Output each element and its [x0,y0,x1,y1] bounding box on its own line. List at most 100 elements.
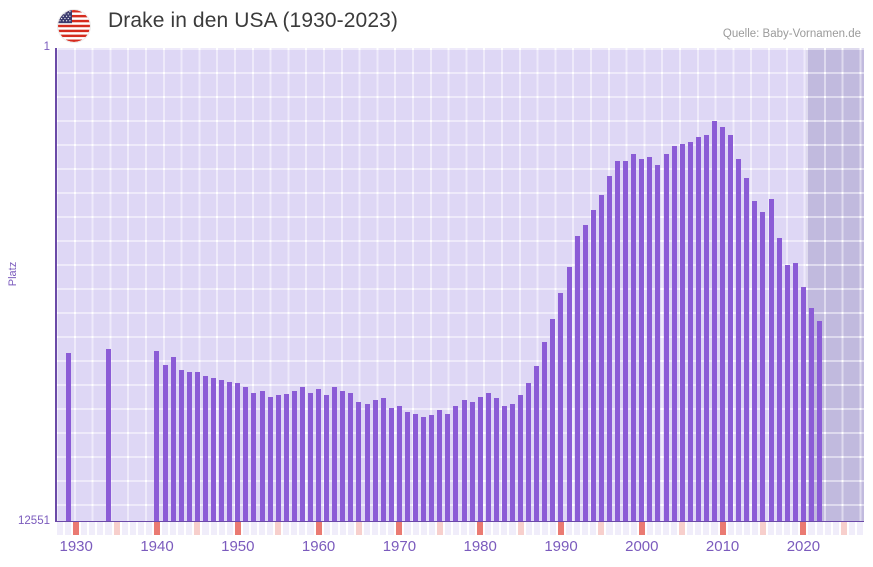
bar [526,383,532,521]
x-axis-tick-label: 1970 [382,538,417,555]
x-axis-tick-label: 1980 [463,538,497,555]
tick-cell [800,522,807,535]
tick-cell [654,522,661,535]
tick-cell [307,522,314,535]
tick-cell [824,522,831,535]
y-axis-line [55,48,57,521]
tick-cell [299,522,306,535]
tick-cell [404,522,411,535]
bar [251,392,257,521]
bar [598,194,604,521]
bar [534,366,540,521]
bar [736,159,742,521]
tick-cell [355,522,363,535]
bar [510,404,515,521]
bar [340,390,346,521]
bar [275,394,281,521]
tick-cell [234,522,241,535]
bar [493,398,499,521]
bar [784,264,790,521]
bar [800,287,806,521]
bar [623,161,629,521]
bar [606,176,612,521]
tick-cell [606,522,613,535]
bar [542,341,548,521]
tick-cell [598,522,605,535]
chart-header: Drake in den USA (1930-2023) Quelle: Bab… [0,0,873,46]
tick-cell [178,522,185,535]
bar [437,409,443,521]
tick-cell [768,522,775,535]
tick-cell [703,522,710,535]
bar [590,210,596,521]
tick-cell [735,522,742,535]
tick-cell [194,522,201,535]
tick-cell [638,522,645,535]
y-axis-tick-top: 1 [43,41,50,53]
tick-cell [509,522,516,535]
bar [679,144,685,521]
bar [647,157,653,521]
bar [267,396,273,521]
bar [445,413,451,521]
source-label: Quelle: Baby-Vornamen.de [722,28,861,40]
bar [404,411,410,521]
tick-cell [170,522,177,535]
tick-cell [808,522,815,535]
tick-cell [65,522,72,535]
tick-cell [267,522,274,535]
tick-cell [501,522,508,535]
tick-cell [250,522,257,535]
tick-cell [856,522,863,535]
bar [106,349,111,521]
bar [792,262,798,521]
tick-cell [275,522,282,535]
tick-cell [218,522,225,535]
tick-cell [89,522,96,535]
bar [283,393,289,521]
tick-cell [671,522,678,535]
bar [178,370,184,521]
tick-cell [105,522,112,535]
bar [299,387,305,521]
bar [808,308,814,521]
bar [388,407,394,521]
chart-grid-no-data-region [806,48,864,521]
bar [558,292,564,521]
bar [162,364,168,521]
bar [631,153,637,521]
tick-cell [347,522,354,535]
tick-cell [420,522,427,535]
tick-cell [145,522,152,535]
bar [695,136,701,521]
tick-cell [113,522,120,535]
bar [768,198,774,521]
bar [372,400,378,521]
x-axis-tick-label: 2020 [786,538,821,555]
tick-cell [848,522,855,535]
tick-cell [743,522,750,535]
tick-cell [784,522,791,535]
tick-cell [816,522,823,535]
tick-cell [129,522,136,535]
bar [194,372,200,521]
bar [663,153,669,521]
bar [348,392,354,521]
bar [421,417,427,521]
x-axis-tick-label: 2010 [705,538,740,555]
page-title: Drake in den USA (1930-2023) [108,9,398,32]
tick-cell [695,522,702,535]
bar [712,121,717,521]
bar [396,406,402,521]
tick-cell [646,522,653,535]
tick-cell [291,522,298,535]
x-axis-tick-label: 1960 [301,538,336,555]
tick-cell [57,522,64,535]
tick-cell [364,522,371,535]
tick-cell [461,522,468,535]
bar [202,375,208,521]
bar [308,392,313,521]
tick-cell [759,522,767,535]
bar-series-layer [56,48,864,521]
bar [639,159,645,521]
